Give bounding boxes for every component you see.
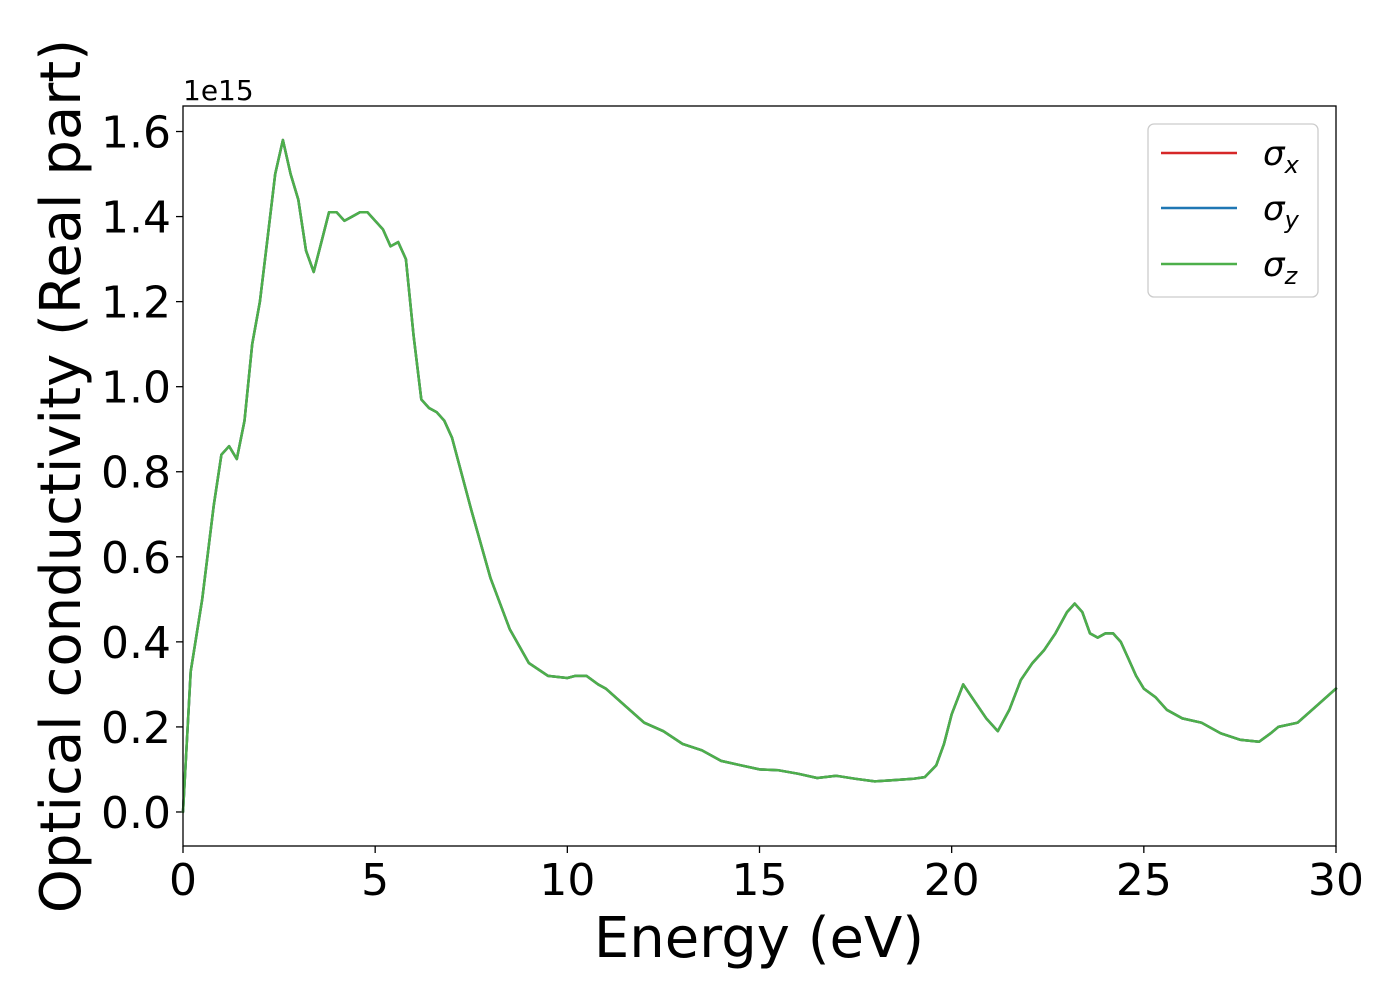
y-tick-label: 0.6	[101, 533, 171, 584]
plot-area	[183, 106, 1336, 846]
legend-box	[1147, 123, 1319, 298]
x-tick-label: 30	[1308, 855, 1364, 906]
x-tick-label: 5	[361, 855, 389, 906]
y-tick-label: 0.8	[101, 448, 171, 499]
x-axis-ticks: 0 5 10 15 20 25 30	[169, 846, 1364, 906]
y-tick-label: 1.6	[101, 108, 171, 159]
y-axis-title: Optical conductivity (Real part)	[29, 39, 94, 913]
series-line-σz	[181, 138, 1338, 814]
x-tick-label: 10	[539, 855, 595, 906]
y-offset-text: 1e15	[183, 74, 254, 107]
y-tick-label: 0.0	[101, 788, 171, 839]
x-axis-title: Energy (eV)	[594, 906, 924, 971]
x-tick-label: 20	[924, 855, 980, 906]
y-tick-label: 1.2	[101, 278, 171, 329]
x-tick-label: 0	[169, 855, 197, 906]
series-lines	[181, 138, 1338, 814]
x-tick-label: 25	[1116, 855, 1172, 906]
y-tick-label: 1.0	[101, 363, 171, 414]
plot-frame	[182, 105, 1337, 847]
x-tick-label: 15	[732, 855, 788, 906]
y-tick-label: 0.2	[101, 703, 171, 754]
y-tick-label: 0.4	[101, 618, 171, 669]
y-axis-ticks: 0.0 0.2 0.4 0.6 0.8 1.0 1.2 1.4 1.6	[101, 108, 183, 839]
y-tick-label: 1.4	[101, 193, 171, 244]
